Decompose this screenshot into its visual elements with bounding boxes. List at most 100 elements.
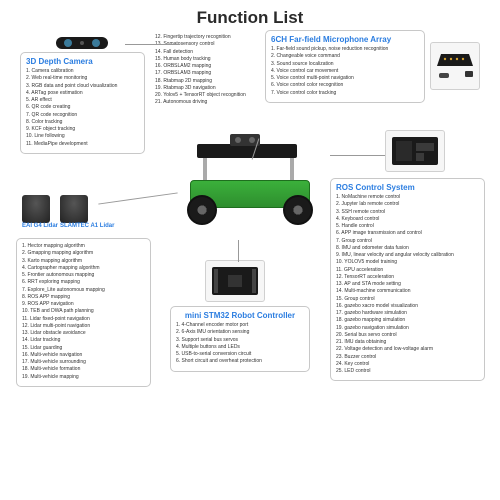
list-item: 19. Rtabmap 3D navigation [155, 85, 253, 92]
list-item: 20. Serial bus servo control [336, 332, 479, 339]
list-item: 2. 6-Axis IMU orientation sensing [176, 329, 304, 336]
list-item: 6. QR code creating [26, 104, 139, 111]
leader-line [125, 44, 180, 45]
list-item: 20. Yolov5 + TensorRT object recognition [155, 92, 253, 99]
camera-icon [54, 34, 110, 52]
list-item: 2. Gmapping mapping algorithm [22, 250, 145, 257]
stm32-icon [210, 265, 260, 297]
list-item: 5. Voice control multi-point navigation [271, 75, 419, 82]
list-item: 1. 4-Channel encoder motor port [176, 322, 304, 329]
list-item: 3. Support serial bus servos [176, 337, 304, 344]
list-item: 17. Multi-vehicle surrounding [22, 359, 145, 366]
stm32-list: 1. 4-Channel encoder motor port2. 6-Axis… [176, 322, 304, 366]
list-item: 5. USB-to-serial conversion circuit [176, 351, 304, 358]
list-item: 9. KCF object tracking [26, 126, 139, 133]
list-item: 8. IMU and odometer data fusion [336, 245, 479, 252]
list-item: 16. ORBSLAM2 mapping [155, 63, 253, 70]
list-item: 18. gazebo mapping simulation [336, 317, 479, 324]
list-item: 2. Jupyter lab remote control [336, 201, 479, 208]
list-item: 7. Voice control color tracking [271, 90, 419, 97]
list-item: 15. Human body tracking [155, 56, 253, 63]
list-item: 3. SSH remote control [336, 209, 479, 216]
ros-list: 1. NoMachine remote control2. Jupyter la… [336, 194, 479, 375]
list-item: 4. Keyboard control [336, 216, 479, 223]
list-item: 6. APP image transmission and control [336, 230, 479, 237]
mic-array-title: 6CH Far-field Microphone Array [271, 35, 419, 44]
list-item: 13. AP and STA mode setting [336, 281, 479, 288]
list-item: 1. Hector mapping algorithm [22, 243, 145, 250]
list-item: 1. Far-field sound pickup, noise reducti… [271, 46, 419, 53]
list-item: 24. Key control [336, 361, 479, 368]
lidar-icon-1 [22, 195, 50, 223]
list-item: 15. Group control [336, 296, 479, 303]
box-depth-camera: 3D Depth Camera 1. Camera calibration2. … [20, 52, 145, 154]
list-item: 18. Multi-vehicle formation [22, 366, 145, 373]
list-item: 5. AR effect [26, 97, 139, 104]
list-item: 12. TensorRT acceleration [336, 274, 479, 281]
list-item: 12. Fingertip trajectory recognition [155, 34, 253, 41]
mic-array-list: 1. Far-field sound pickup, noise reducti… [271, 46, 419, 97]
list-item: 22. Voltage detection and low-voltage al… [336, 346, 479, 353]
mic-icon [435, 51, 475, 81]
page-title: Function List [0, 0, 500, 28]
leader-line [238, 240, 239, 262]
list-item: 19. Multi-vehicle mapping [22, 374, 145, 381]
ros-board-thumb [385, 130, 445, 172]
list-item: 2. Web real-time monitoring [26, 75, 139, 82]
box-ros: ROS Control System 1. NoMachine remote c… [330, 178, 485, 381]
list-item: 18. Rtabmap 2D mapping [155, 78, 253, 85]
list-item: 7. Explore_Lite autonomous mapping [22, 287, 145, 294]
list-item: 8. ROS APP mapping [22, 294, 145, 301]
list-item: 7. Group control [336, 238, 479, 245]
list-item: 3. RGB data and point cloud visualizatio… [26, 83, 139, 90]
list-item: 15. Lidar guarding [22, 345, 145, 352]
stm32-title: mini STM32 Robot Controller [176, 311, 304, 320]
list-item: 14. Multi-machine communication [336, 288, 479, 295]
list-item: 14. Fall detection [155, 49, 253, 56]
stm32-thumb [205, 260, 265, 302]
robot-illustration [175, 130, 325, 240]
list-item: 10. YOLOV5 model training [336, 259, 479, 266]
list-item: 16. Multi-vehicle navigation [22, 352, 145, 359]
list-item: 14. Lidar tracking [22, 337, 145, 344]
board-icon [390, 135, 440, 167]
ros-title: ROS Control System [336, 183, 479, 192]
list-item: 16. gazebo xacro model visualization [336, 303, 479, 310]
leader-line [330, 155, 385, 156]
list-item: 10. TEB and DWA path planning [22, 308, 145, 315]
list-item: 4. Cartographer mapping algorithm [22, 265, 145, 272]
list-item: 4. ARTag pose estimation [26, 90, 139, 97]
box-stm32: mini STM32 Robot Controller 1. 4-Channel… [170, 306, 310, 372]
depth-camera-list: 1. Camera calibration2. Web real-time mo… [26, 68, 139, 148]
list-item: 25. LED control [336, 368, 479, 375]
box-extra-list: 12. Fingertip trajectory recognition13. … [150, 30, 258, 112]
list-item: 19. gazebo navigation simulation [336, 325, 479, 332]
list-item: 9. IMU, linear velocity and angular velo… [336, 252, 479, 259]
list-item: 13. Lidar obstacle avoidance [22, 330, 145, 337]
depth-camera-title: 3D Depth Camera [26, 57, 139, 66]
list-item: 6. Voice control color recognition [271, 82, 419, 89]
list-item: 12. Lidar multi-point navigation [22, 323, 145, 330]
list-item: 4. Voice control car movement [271, 68, 419, 75]
list-item: 2. Changeable voice command [271, 53, 419, 60]
lidar-list: 1. Hector mapping algorithm2. Gmapping m… [22, 243, 145, 381]
camera-thumb [52, 32, 112, 54]
lidar-thumbs: EAI G4 Lidar SLAMTEC A1 Lidar [22, 195, 114, 230]
list-item: 7. QR code recognition [26, 112, 139, 119]
lidar-title-2: SLAMTEC A1 Lidar [60, 223, 114, 230]
list-item: 4. Multiple buttons and LEDs [176, 344, 304, 351]
list-item: 3. Sound source localization [271, 61, 419, 68]
mic-thumb [430, 42, 480, 90]
list-item: 10. Line following [26, 133, 139, 140]
list-item: 11. Lidar fixed-point navigation [22, 316, 145, 323]
list-item: 11. MediaPipe development [26, 141, 139, 148]
list-item: 9. ROS APP navigation [22, 301, 145, 308]
list-item: 3. Karto mapping algorithm [22, 258, 145, 265]
list-item: 17. ORBSLAM3 mapping [155, 70, 253, 77]
lidar-icon-2 [60, 195, 88, 223]
box-mic-array: 6CH Far-field Microphone Array 1. Far-fi… [265, 30, 425, 103]
list-item: 21. IMU data obtaining [336, 339, 479, 346]
list-item: 17. gazebo hardware simulation [336, 310, 479, 317]
list-item: 21. Autonomous driving [155, 99, 253, 106]
list-item: 11. GPU acceleration [336, 267, 479, 274]
